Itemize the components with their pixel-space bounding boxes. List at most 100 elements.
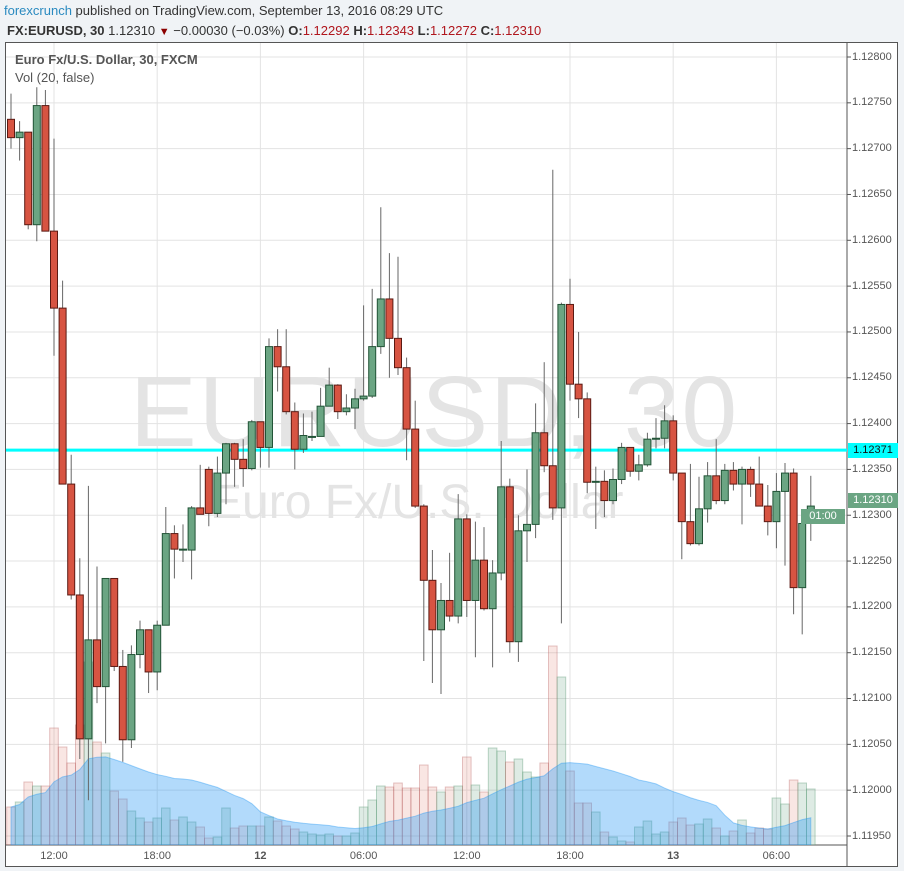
volume-bar <box>333 835 343 845</box>
candle-up <box>161 533 170 626</box>
volume-bar <box>745 832 756 845</box>
price-label: 1.11950 <box>852 829 891 842</box>
countdown-badge: 01:00 <box>801 508 845 524</box>
candle-down <box>729 469 738 485</box>
candle-down <box>548 465 557 509</box>
volume-bar <box>109 790 120 845</box>
candle-down <box>686 521 695 545</box>
time-label: 13 <box>667 850 680 862</box>
candle-down <box>428 579 437 631</box>
candle-up <box>84 639 93 740</box>
open-value: 1.12292 <box>302 23 350 38</box>
price-label: 1.12300 <box>852 508 892 521</box>
volume-bar <box>599 831 610 845</box>
candle-up <box>308 435 316 438</box>
volume-bar <box>315 834 326 845</box>
candle-up <box>247 421 256 469</box>
volume-bar <box>539 762 550 845</box>
volume-bar <box>6 806 16 845</box>
volume-bar <box>444 786 455 845</box>
candle-up <box>265 346 273 448</box>
volume-bar <box>625 841 636 845</box>
candle-up <box>660 420 669 439</box>
candle-down <box>230 443 239 460</box>
close-label: C: <box>480 23 495 38</box>
volume-bar <box>324 833 334 845</box>
candle-down <box>763 505 772 523</box>
candle-down <box>75 594 84 740</box>
time-label: 12:00 <box>453 850 481 862</box>
time-label: 18:00 <box>556 850 584 862</box>
price-label: 1.12150 <box>852 646 892 659</box>
candle-down <box>256 421 265 448</box>
volume-bar <box>307 833 317 845</box>
candle-up <box>368 346 377 397</box>
price-label: 1.12500 <box>852 325 892 338</box>
candle-down <box>50 230 58 309</box>
horizontal-line-price-badge: 1.12371 <box>848 442 898 458</box>
volume-bar <box>548 645 558 845</box>
symbol-info-bar: FX:EURUSD, 30 1.12310 ▼ −0.00030 (−0.03%… <box>7 23 541 40</box>
volume-bar <box>341 835 352 845</box>
price-label: 1.12700 <box>852 142 892 155</box>
volume-bar <box>737 819 747 845</box>
candle-down <box>333 384 342 413</box>
time-label: 12 <box>254 850 267 862</box>
candle-down <box>411 428 420 507</box>
volume-bar <box>290 828 300 845</box>
candle-up <box>136 629 144 656</box>
candle-down <box>746 468 755 485</box>
volume-bar <box>565 770 575 845</box>
volume-bar <box>453 785 463 845</box>
author-link[interactable]: forexcrunch <box>4 3 72 18</box>
candle-up <box>359 395 368 400</box>
volume-bar <box>272 820 283 845</box>
volume-bar <box>23 781 33 845</box>
candle-up <box>643 438 652 466</box>
price-label: 1.12750 <box>852 96 892 109</box>
volume-bar <box>763 828 773 845</box>
volume-bar <box>221 807 231 845</box>
candle-up <box>15 131 24 139</box>
candle-up <box>720 469 729 502</box>
candle-down <box>445 599 454 617</box>
symbol-label: FX:EURUSD, 30 <box>7 23 105 38</box>
candle-down <box>480 559 488 610</box>
volume-bar <box>530 776 541 845</box>
candle-down <box>566 303 574 385</box>
candle-up <box>342 407 351 413</box>
price-label: 1.12100 <box>852 692 892 705</box>
volume-bar <box>513 758 524 845</box>
candle-down <box>789 472 798 589</box>
volume-bar <box>255 825 266 845</box>
volume-bar <box>427 786 438 845</box>
time-label: 12:00 <box>40 850 68 862</box>
volume-bar <box>238 825 248 845</box>
volume-bar <box>152 817 162 845</box>
volume-bar <box>668 821 679 845</box>
volume-bar <box>40 785 51 845</box>
candle-up <box>781 472 789 492</box>
volume-bar <box>169 819 180 845</box>
candle-down <box>24 131 33 226</box>
volume-bar <box>436 791 446 845</box>
volume-legend[interactable]: Vol (20, false) <box>15 70 95 85</box>
volume-bar <box>178 816 188 845</box>
candle-up <box>222 443 230 474</box>
candle-down <box>540 432 549 467</box>
volume-bar <box>229 827 240 845</box>
series-legend[interactable]: Euro Fx/U.S. Dollar, 30, FXCM <box>15 52 198 67</box>
candle-down <box>600 480 609 502</box>
candle-down <box>144 629 153 673</box>
candle-up <box>703 475 712 510</box>
price-change: −0.00030 (−0.03%) <box>173 23 285 38</box>
volume-bar <box>659 831 670 845</box>
low-value: 1.12272 <box>429 23 477 38</box>
candle-down <box>385 298 394 339</box>
high-label: H: <box>353 23 368 38</box>
candle-up <box>523 523 531 532</box>
volume-bar <box>393 782 403 845</box>
volume-bar <box>616 840 627 845</box>
candle-down <box>419 505 428 581</box>
